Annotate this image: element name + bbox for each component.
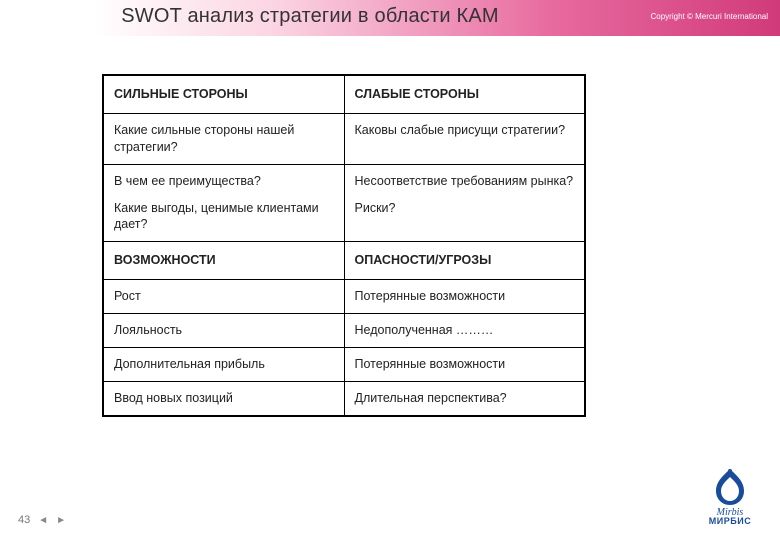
weaknesses-q2: Несоответствие требованиям рынка?: [355, 173, 575, 190]
page-number: 43: [18, 514, 30, 526]
strengths-heading: СИЛЬНЫЕ СТОРОНЫ: [103, 75, 344, 113]
strengths-q3: Какие выгоды, ценимые клиентами дает?: [114, 200, 334, 234]
weaknesses-q3: Риски?: [355, 200, 575, 217]
threats-row-3: Длительная перспектива?: [344, 381, 585, 415]
prev-button[interactable]: ◄: [38, 515, 48, 526]
mirbis-logo: Mirbis МИРБИС: [704, 467, 756, 526]
opportunities-row-0: Рост: [103, 280, 344, 314]
slide-title: SWOT анализ стратегии в области КАМ: [0, 5, 620, 28]
threats-row-2: Потерянные возможности: [344, 347, 585, 381]
opportunities-heading: ВОЗМОЖНОСТИ: [103, 242, 344, 280]
copyright-text: Copyright © Mercuri International: [651, 12, 769, 21]
threats-heading: ОПАСНОСТИ/УГРОЗЫ: [344, 242, 585, 280]
threats-row-0: Потерянные возможности: [344, 280, 585, 314]
weaknesses-heading: СЛАБЫЕ СТОРОНЫ: [344, 75, 585, 113]
threats-row-1: Недополученная ………: [344, 314, 585, 348]
logo-sub-text: МИРБИС: [704, 516, 756, 526]
strengths-q1: Какие сильные стороны нашей стратегии?: [103, 113, 344, 164]
strengths-q2q3: В чем ее преимущества? Какие выгоды, цен…: [103, 164, 344, 242]
swot-table: СИЛЬНЫЕ СТОРОНЫ СЛАБЫЕ СТОРОНЫ Какие сил…: [102, 74, 586, 417]
opportunities-row-3: Ввод новых позиций: [103, 381, 344, 415]
weaknesses-q1: Каковы слабые присущи стратегии?: [344, 113, 585, 164]
dome-icon: [704, 467, 756, 509]
weaknesses-q2q3: Несоответствие требованиям рынка? Риски?: [344, 164, 585, 242]
opportunities-row-1: Лояльность: [103, 314, 344, 348]
strengths-q2: В чем ее преимущества?: [114, 173, 334, 190]
footer: 43 ◄ ►: [18, 514, 66, 526]
opportunities-row-2: Дополнительная прибыль: [103, 347, 344, 381]
next-button[interactable]: ►: [56, 515, 66, 526]
